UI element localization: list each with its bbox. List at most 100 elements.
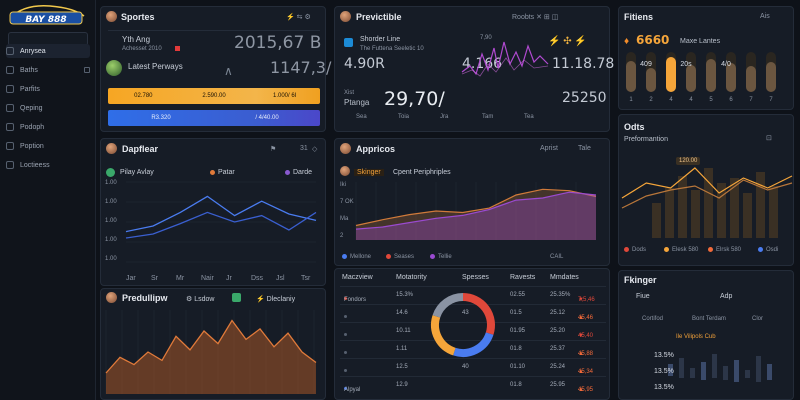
- predict-value-c: 11.18.78: [552, 56, 615, 72]
- sidebar-item[interactable]: Parfits: [6, 82, 90, 96]
- sidebar-item[interactable]: Qeping: [6, 101, 90, 115]
- sidebar-item[interactable]: Loctieess: [6, 158, 90, 172]
- odds-bar-orange[interactable]: 02.780 2.590.00 1.000/ 6I: [108, 88, 320, 104]
- tick-label: 1: [629, 97, 633, 103]
- line-subtitle: The Futtena Seeletic 10: [360, 46, 424, 52]
- fitness-value-label: Maxe Lantes: [680, 38, 721, 45]
- table-header[interactable]: Motatority: [396, 274, 427, 281]
- legend-label: Elrsk 580: [716, 247, 742, 253]
- sidebar-item[interactable]: Baths: [6, 63, 90, 77]
- odds-value: 1.000/ 6I: [273, 93, 297, 99]
- player-avatar[interactable]: [106, 60, 122, 76]
- legend-item[interactable]: Mellone: [342, 254, 371, 260]
- table-row[interactable]: 10.11 01.95 25.20 ▼ 45,40: [340, 322, 606, 340]
- fkinger-row-value: 13.5%: [654, 352, 674, 359]
- candle: [701, 362, 706, 380]
- table-row[interactable]: 12.5 40 01.10 25.24 ▲ 45,34: [340, 358, 606, 376]
- candle: [690, 368, 695, 378]
- flag-icon[interactable]: ⚑: [270, 146, 277, 153]
- legend-swatch: [624, 247, 629, 252]
- table-row[interactable]: 1.11 01.8 25.37 ▲ 45,88: [340, 340, 606, 358]
- avatar: [340, 143, 351, 154]
- tick-label: 2: [649, 97, 653, 103]
- sidebar-item[interactable]: Anrysea: [6, 44, 90, 58]
- legend-right: CAIL: [550, 254, 564, 260]
- dapflear-title: Dapflear: [122, 144, 159, 154]
- match2-score: 1147,3/: [270, 58, 332, 77]
- legend-item[interactable]: Elesk 580: [664, 247, 698, 253]
- legend-item[interactable]: Tellie: [430, 254, 452, 260]
- cell: 25.12: [550, 310, 566, 316]
- table-header[interactable]: Maczview: [342, 274, 373, 281]
- predictive-header-icons[interactable]: Roobts ✕ ⊞ ◫: [512, 14, 559, 21]
- dapflear-header-right[interactable]: 31: [300, 145, 308, 152]
- change-value: 7,5,46: [578, 297, 595, 303]
- legend-item[interactable]: Dods: [624, 247, 646, 253]
- chip-label: Dleclaniy: [266, 296, 296, 303]
- bar: [704, 168, 713, 238]
- table-header[interactable]: Spesses: [462, 274, 489, 281]
- cell: 14.6: [396, 310, 408, 316]
- arrow-down-icon: ▼: [578, 297, 584, 303]
- brand-logo[interactable]: BAY 888: [4, 2, 88, 32]
- x-tick-label: Tsr: [301, 275, 311, 282]
- sidebar-item-label: Anrysea: [20, 47, 46, 55]
- chip-primary[interactable]: ⚙ Lsdow: [186, 296, 215, 303]
- x-tick-label: Mr: [176, 275, 185, 282]
- apprices-header-right[interactable]: Aprist: [540, 145, 558, 152]
- legend-item[interactable]: Elrsk 580: [708, 247, 741, 253]
- fkinger-tab1[interactable]: Fiue: [636, 293, 650, 300]
- apprices-header-chip[interactable]: Tale: [578, 145, 591, 152]
- predict-value-a: 4.90R: [344, 56, 385, 72]
- y-tick-label: 7 OK: [340, 199, 354, 205]
- sidebar-item-icon: [6, 85, 14, 93]
- table-header[interactable]: Ravests: [510, 274, 536, 281]
- cell: 01.10: [510, 364, 526, 370]
- tool-icons[interactable]: ⚡ ✣ ⚡: [548, 36, 587, 47]
- cell: 01.8: [510, 382, 522, 388]
- fkinger-tab2[interactable]: Adp: [720, 293, 733, 300]
- sidebar-item[interactable]: Podoph: [6, 120, 90, 134]
- bar: [706, 59, 716, 92]
- row2-label: Ptanga: [344, 98, 370, 107]
- bar: [691, 190, 700, 238]
- odts-subtitle: Preformantion: [624, 136, 668, 143]
- donut-slice: [432, 293, 464, 318]
- row-marker: [344, 333, 347, 336]
- tick-label: 6: [729, 97, 733, 103]
- avatar: [340, 166, 350, 176]
- row-marker: [344, 387, 347, 390]
- odds-value: 2.590.00: [202, 93, 226, 99]
- table-header[interactable]: Mmdates: [550, 274, 579, 281]
- predictive-title: Previctible: [356, 12, 402, 22]
- axis-label: Toia: [398, 114, 410, 120]
- fkinger-subtab[interactable]: Cortifod: [642, 316, 664, 322]
- table-row[interactable]: Alpyal 12.9 01.8 25.95 ▲ 45,95: [340, 376, 606, 394]
- fkinger-subtab[interactable]: Bont Terdam: [692, 316, 726, 322]
- series-line: [125, 195, 317, 233]
- series-line: [355, 191, 597, 230]
- legend-item[interactable]: Seases: [386, 254, 414, 260]
- legend-item[interactable]: Osdi: [758, 247, 778, 253]
- tick-label: 4: [669, 97, 673, 103]
- fitness-header-right[interactable]: Ais: [760, 13, 770, 20]
- tag-icon[interactable]: ◇: [312, 146, 318, 153]
- chip-secondary[interactable]: ⚡ Dleclaniy: [256, 296, 296, 303]
- sidebar-item-icon: [6, 161, 14, 169]
- table-row[interactable]: Fondors 15.3% 02.55 25.35% ▼ 7,5,46: [340, 286, 606, 304]
- sidebar-item[interactable]: Poption: [6, 139, 90, 153]
- cell: 01.95: [510, 328, 526, 334]
- cell: 01.5: [510, 310, 522, 316]
- table-row[interactable]: 14.6 43 01.5 25.12 ▲ 45,46: [340, 304, 606, 322]
- odts-title: Odts: [624, 122, 645, 132]
- candle: [668, 364, 673, 376]
- candle: [723, 366, 728, 380]
- odts-chip[interactable]: 120.00: [676, 157, 701, 165]
- expand-icon[interactable]: ⊡: [766, 135, 772, 142]
- chart-badge-icon: [344, 38, 353, 47]
- sports-header-icons[interactable]: ⚡ ⇆ ⚙: [286, 14, 311, 21]
- bar: [743, 193, 752, 238]
- odds-bar-blue[interactable]: R3.320 / 4/40.00: [108, 110, 320, 126]
- fkinger-subtab[interactable]: Clor: [752, 316, 764, 322]
- predillipw-title: Predullipw: [122, 293, 168, 303]
